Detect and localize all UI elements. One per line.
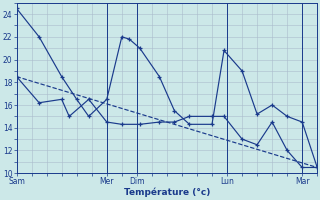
X-axis label: Température (°c): Température (°c) bbox=[124, 188, 210, 197]
